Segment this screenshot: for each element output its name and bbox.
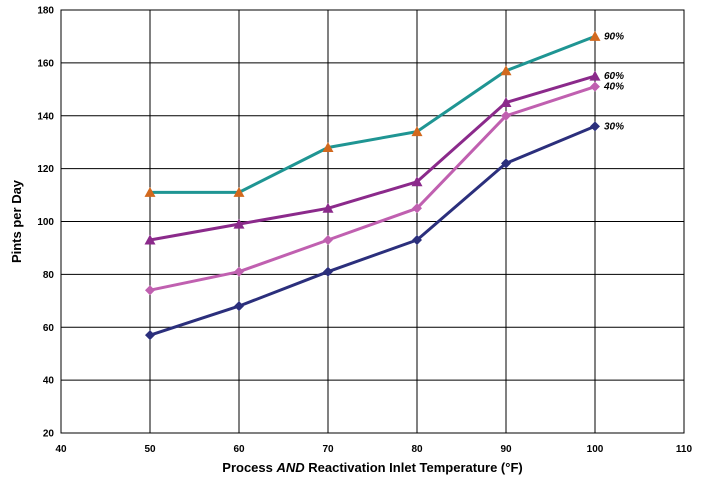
triangle-marker [322, 202, 334, 213]
diamond-marker [145, 285, 155, 296]
diamond-marker [501, 158, 511, 169]
diamond-marker [234, 266, 244, 277]
series-line-0 [150, 35, 596, 194]
plot-frame [60, 9, 685, 434]
series-label-1: 60% [604, 71, 624, 82]
diamond-marker [412, 203, 422, 214]
series-label-2: 40% [603, 82, 624, 93]
triangle-marker [411, 126, 423, 137]
x-axis-title-emphasis: AND [275, 460, 305, 475]
series-markers [144, 30, 601, 341]
y-tick-label: 80 [43, 270, 55, 281]
diamond-marker [501, 110, 511, 121]
y-tick-label: 180 [37, 6, 54, 17]
y-axis-title: Pints per Day [9, 179, 24, 263]
triangle-marker [233, 186, 245, 197]
x-tick-label: 50 [144, 444, 156, 455]
triangle-marker [500, 97, 512, 107]
y-tick-label: 40 [43, 376, 55, 387]
diamond-marker [590, 121, 600, 132]
y-tick-label: 60 [43, 323, 55, 334]
series-label-3: 30% [604, 121, 624, 132]
diamond-marker [590, 81, 600, 92]
diamond-marker [145, 330, 155, 341]
triangle-marker [144, 234, 156, 245]
triangle-marker [589, 70, 601, 81]
y-tick-label: 100 [37, 217, 54, 228]
y-tick-label: 140 [37, 111, 54, 122]
triangle-marker [144, 186, 156, 197]
x-tick-label: 80 [411, 444, 423, 455]
x-tick-label: 60 [233, 444, 245, 455]
x-tick-label: 90 [500, 444, 512, 455]
series-lines [149, 35, 596, 337]
x-axis-title-before: Process [222, 460, 276, 475]
grid [60, 9, 685, 434]
x-axis-title: Process AND Reactivation Inlet Temperatu… [222, 460, 522, 475]
triangle-marker [233, 218, 245, 229]
x-tick-label: 70 [322, 444, 334, 455]
series-line-1 [149, 74, 596, 242]
triangle-marker [322, 142, 334, 152]
triangle-marker [411, 176, 423, 187]
x-axis-title-after: Reactivation Inlet Temperature (°F) [305, 460, 523, 475]
triangle-marker [500, 65, 512, 76]
series-line-3 [149, 124, 596, 337]
series-line-2 [149, 85, 596, 292]
series-label-0: 90% [604, 31, 624, 42]
x-tick-label: 40 [55, 444, 67, 455]
y-tick-label: 160 [37, 58, 54, 69]
y-tick-label: 120 [37, 164, 54, 175]
x-tick-label: 110 [676, 444, 693, 455]
x-tick-label: 100 [587, 444, 604, 455]
diamond-marker [323, 235, 333, 246]
diamond-marker [234, 301, 244, 312]
y-tick-label: 20 [43, 429, 55, 440]
diamond-marker [412, 235, 422, 246]
tick-labels: 40 50 60 70 80 90 100 1102040608010012014016018… [37, 6, 692, 456]
triangle-marker [589, 30, 601, 41]
diamond-marker [323, 266, 333, 277]
series-labels: 90% 60%40% 30% [603, 31, 624, 132]
